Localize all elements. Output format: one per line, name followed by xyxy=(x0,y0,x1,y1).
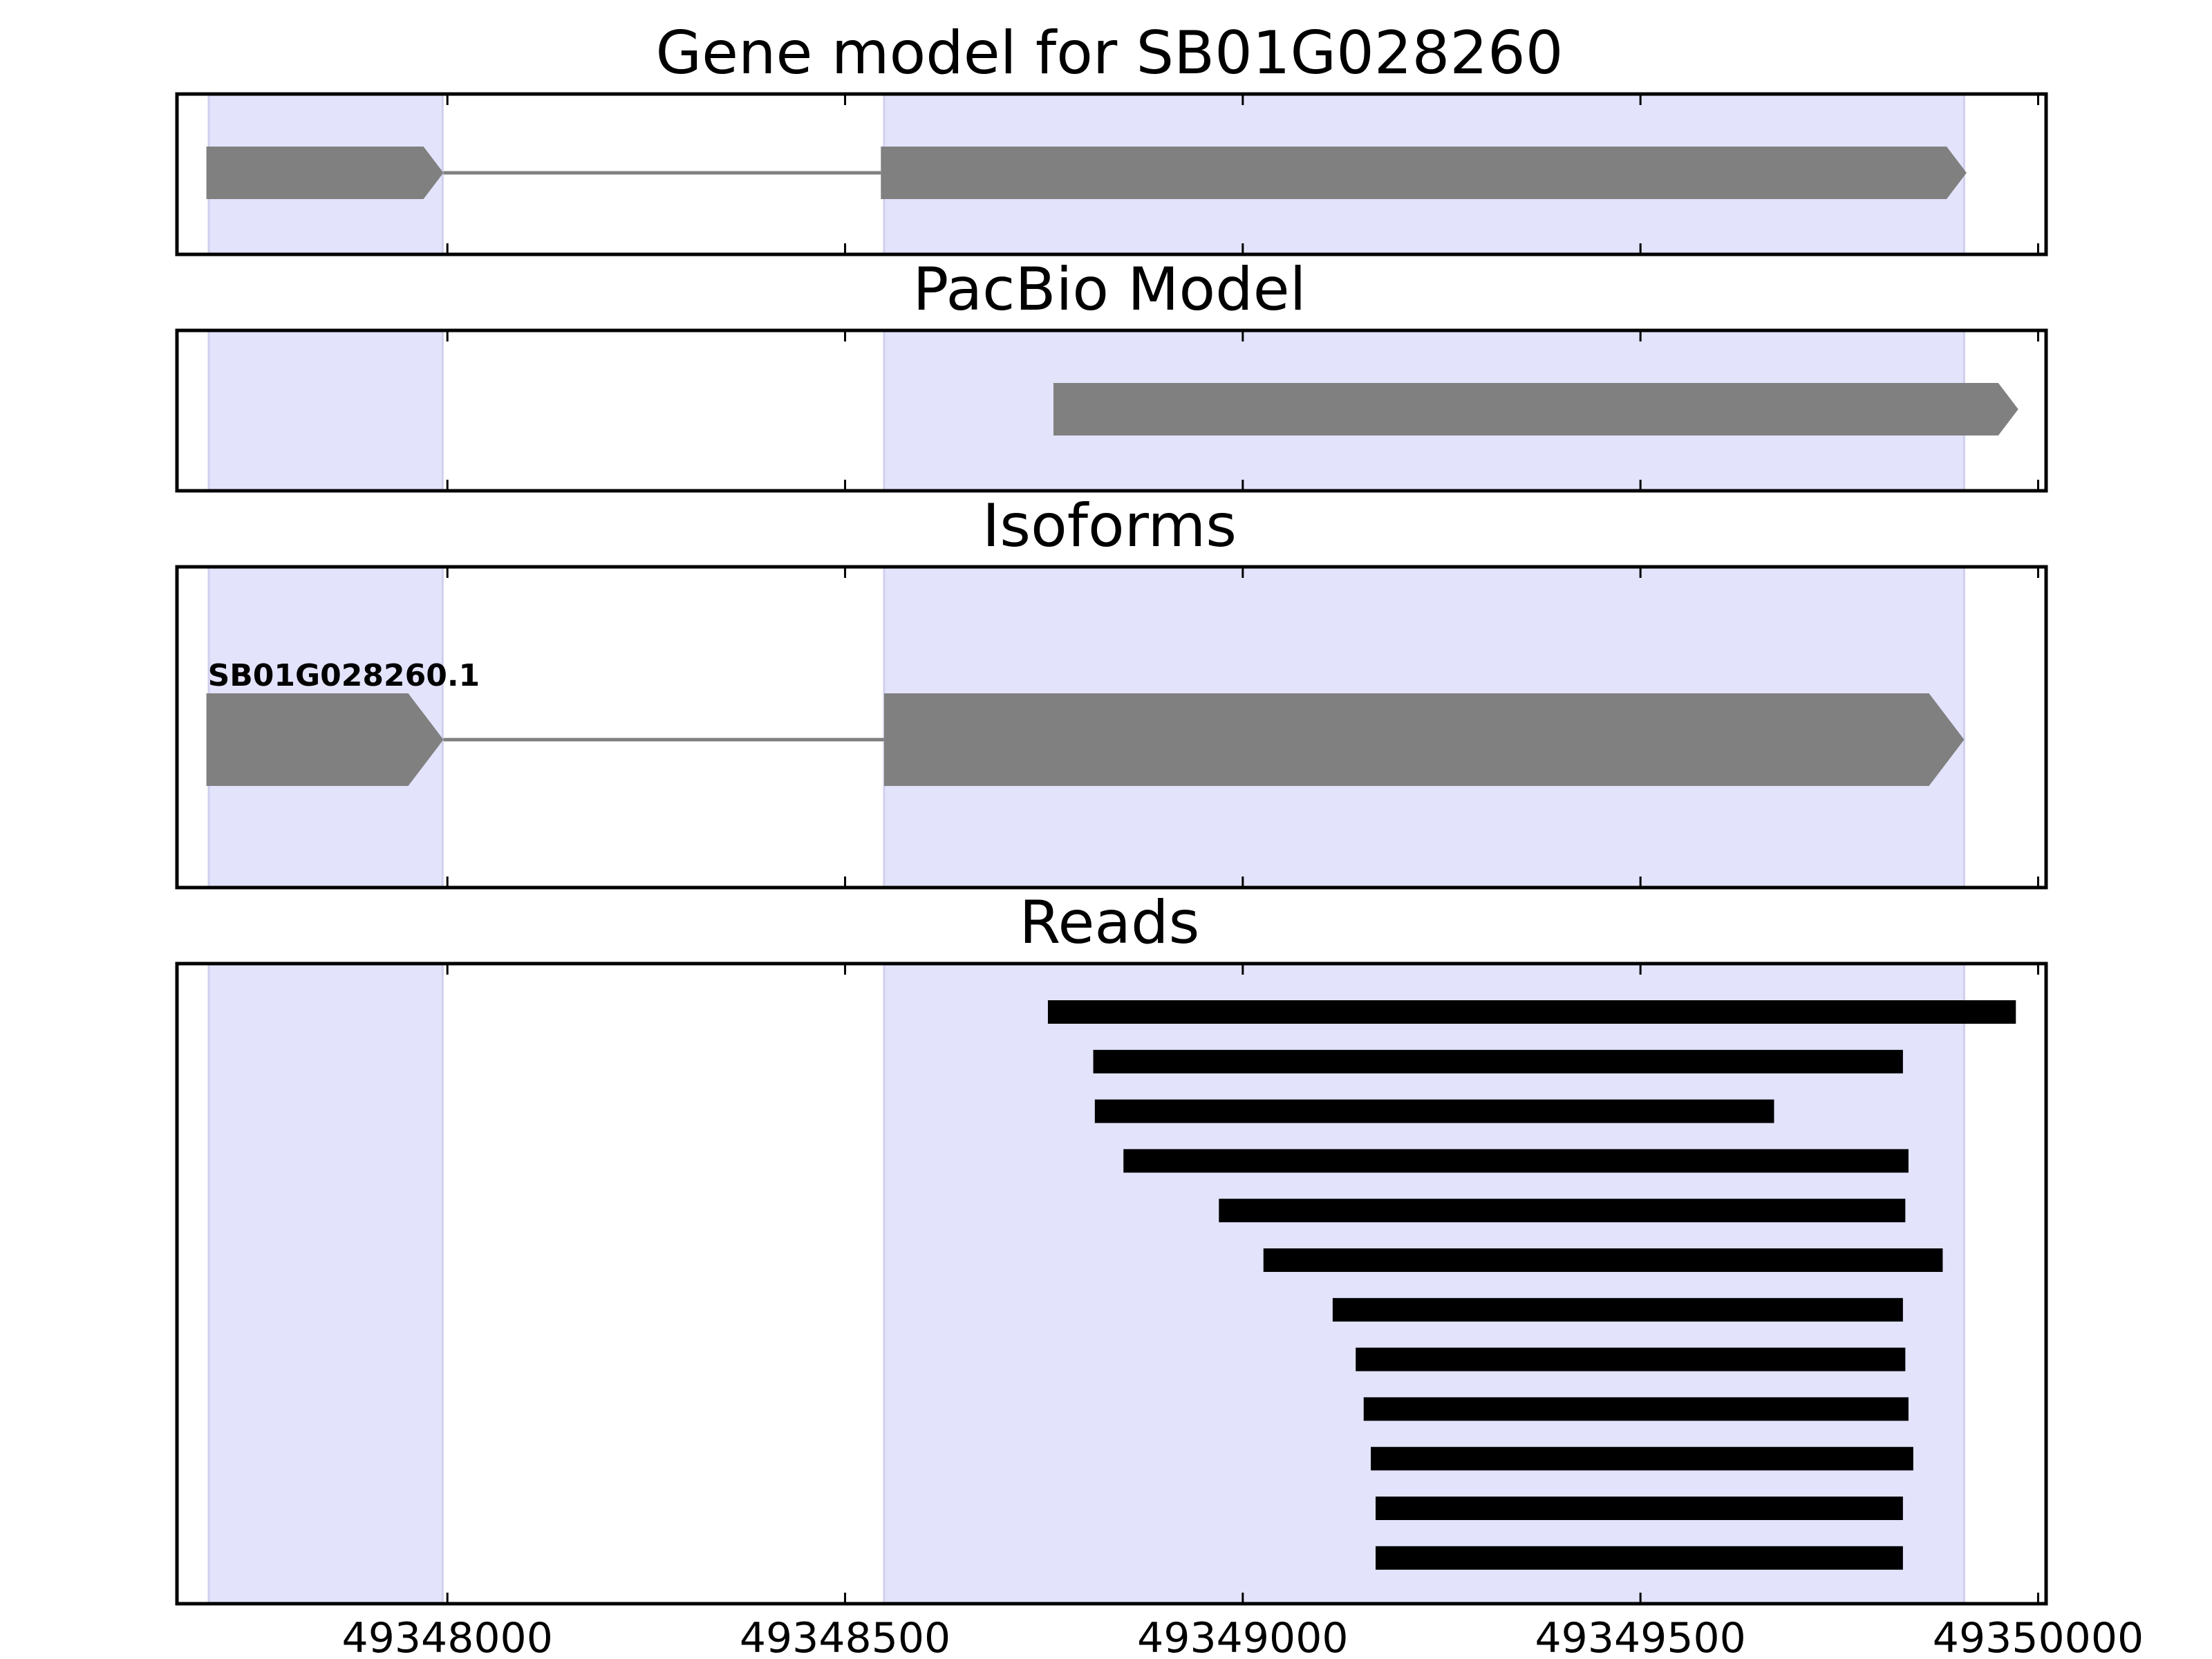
exon-block xyxy=(881,147,1967,199)
panel-reads: Reads xyxy=(175,888,2048,1606)
x-tick-label: 49348000 xyxy=(342,1614,553,1659)
x-axis: 49348000 49348500 49349000 49349500 49350000 xyxy=(342,1614,2144,1659)
x-tick-label: 49350000 xyxy=(1933,1614,2144,1659)
read-bar xyxy=(1363,1397,1909,1421)
exon-block xyxy=(206,147,444,199)
read-bar xyxy=(1376,1497,1903,1520)
read-bar xyxy=(1047,1000,2016,1024)
exon-block xyxy=(883,693,1965,786)
panel-frame xyxy=(175,565,2048,890)
read-bar xyxy=(1123,1149,1909,1173)
panel-frame xyxy=(175,328,2048,493)
read-bar xyxy=(1332,1297,1903,1322)
x-tick-label: 49349500 xyxy=(1535,1614,1745,1659)
read-bar xyxy=(1263,1248,1943,1272)
panel-gene-model: Gene model for SB01G028260 xyxy=(175,19,2048,256)
exon-block xyxy=(206,693,444,786)
read-bar xyxy=(1371,1447,1913,1471)
read-bar xyxy=(1219,1199,1906,1223)
read-bar xyxy=(1356,1347,1906,1371)
panel-isoforms: Isoforms SB01G028260.1 xyxy=(175,491,2048,890)
read-bar xyxy=(1376,1546,1903,1570)
panel-pacbio-model: PacBio Model xyxy=(175,255,2048,493)
exon-block xyxy=(1053,383,2018,435)
panel-title-isoforms: Isoforms xyxy=(982,491,1237,561)
isoform-label: SB01G028260.1 xyxy=(208,658,480,693)
panel-title-reads: Reads xyxy=(1020,888,1200,957)
panel-frame xyxy=(175,962,2048,1606)
x-tick-label: 49349000 xyxy=(1137,1614,1348,1659)
panel-title-gene-model: Gene model for SB01G028260 xyxy=(656,19,1564,88)
panel-title-pacbio-model: PacBio Model xyxy=(912,255,1306,324)
highlight-region xyxy=(207,962,444,1605)
read-bar xyxy=(1093,1049,1903,1074)
panel-frame xyxy=(175,92,2048,256)
read-bar xyxy=(1094,1099,1774,1123)
highlight-region xyxy=(207,329,444,492)
x-tick-label: 49348500 xyxy=(740,1614,950,1659)
